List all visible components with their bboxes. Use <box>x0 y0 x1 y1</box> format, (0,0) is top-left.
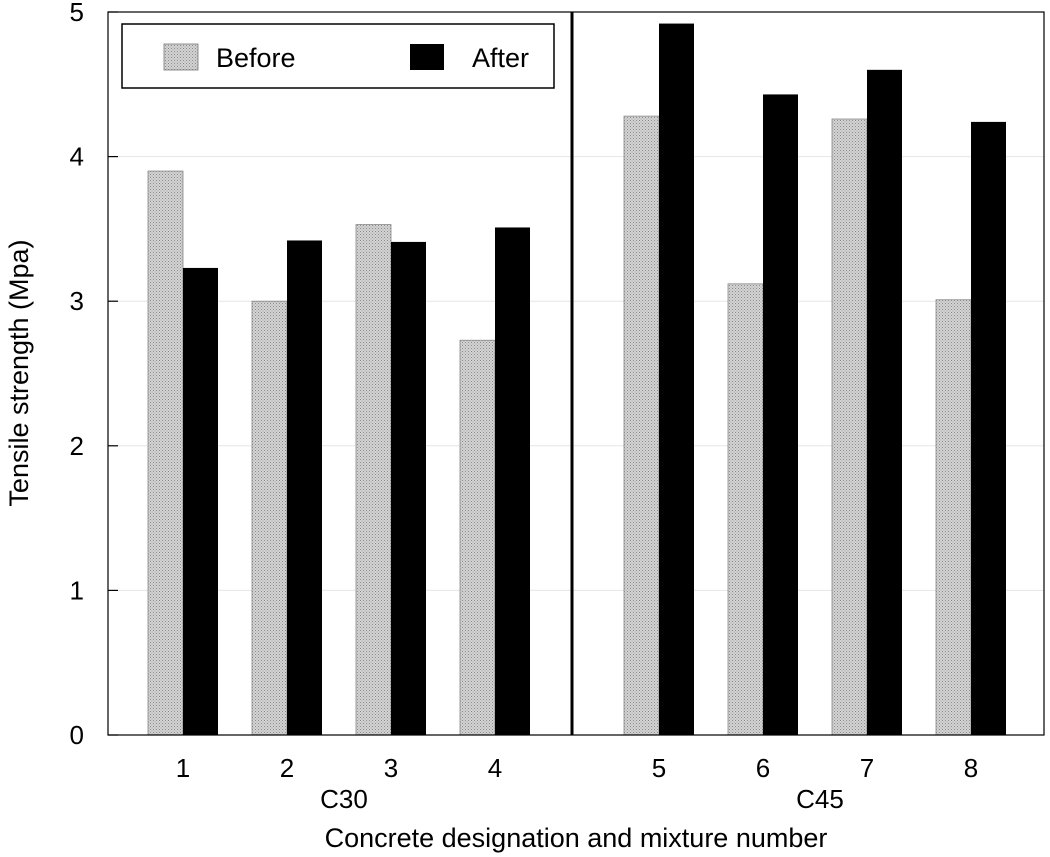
x-tick-label: 7 <box>860 753 874 783</box>
bar-before-7 <box>831 118 868 736</box>
bar-after-4 <box>495 227 530 736</box>
x-tick-label: 6 <box>756 753 770 783</box>
bar-after-6 <box>763 94 798 735</box>
bar-before-8 <box>935 299 972 736</box>
y-axis-title: Tensile strength (Mpa) <box>4 239 34 506</box>
bar-after-5 <box>659 23 694 736</box>
bar-after-1 <box>183 267 218 735</box>
x-axis-title: Concrete designation and mixture number <box>325 823 828 853</box>
y-tick-label: 1 <box>70 575 84 605</box>
bars <box>147 23 1006 736</box>
bar-before-5 <box>623 115 660 736</box>
x-tick-label: 1 <box>176 753 190 783</box>
x-tick-label: 2 <box>280 753 294 783</box>
legend-swatch-before <box>163 43 199 71</box>
y-tick-label: 0 <box>70 720 84 750</box>
x-tick-label: 8 <box>964 753 978 783</box>
bar-after-8 <box>971 121 1006 735</box>
x-tick-label: 3 <box>384 753 398 783</box>
x-tick-label: 5 <box>652 753 666 783</box>
legend-label-after: After <box>472 43 529 73</box>
plot-frame <box>107 11 1045 736</box>
bar-before-4 <box>459 339 496 736</box>
legend: Before After <box>121 23 555 89</box>
bar-before-1 <box>147 170 184 736</box>
bar-after-2 <box>287 240 322 735</box>
bar-before-3 <box>355 224 392 736</box>
group-label: C45 <box>796 784 844 814</box>
x-tick-label: 4 <box>488 753 502 783</box>
bar-after-7 <box>867 69 902 736</box>
gridlines <box>108 156 1044 591</box>
y-tick-label: 3 <box>70 286 84 316</box>
bar-after-3 <box>391 241 426 735</box>
x-axis-ticks: 1 2 3 4 5 6 7 8 <box>176 753 978 783</box>
legend-label-before: Before <box>216 43 296 73</box>
y-tick-label: 5 <box>70 0 84 27</box>
y-axis-ticks: 0 1 2 3 4 5 <box>70 0 118 750</box>
group-label: C30 <box>320 784 368 814</box>
y-tick-label: 4 <box>70 142 84 172</box>
bar-before-6 <box>727 283 764 736</box>
bar-before-2 <box>251 300 288 736</box>
y-tick-label: 2 <box>70 431 84 461</box>
group-labels: C30 C45 <box>320 784 844 814</box>
legend-swatch-after <box>410 44 444 70</box>
